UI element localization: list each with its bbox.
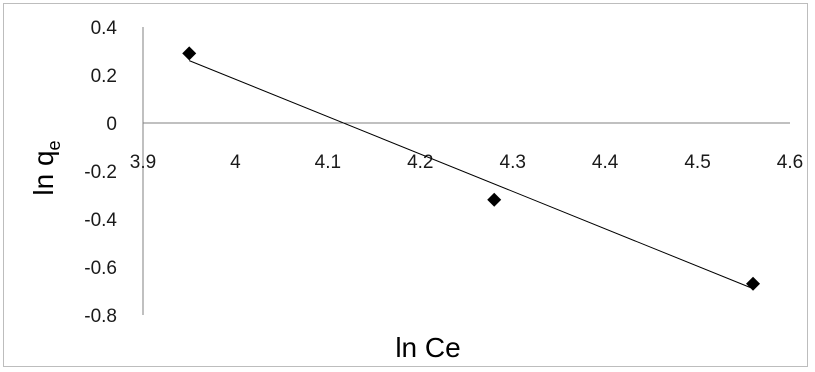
x-tick-label: 4.2: [407, 152, 433, 173]
x-tick-label: 4.5: [684, 152, 710, 173]
x-tick-label: 3.9: [130, 152, 156, 173]
y-tick-label: 0: [106, 114, 117, 135]
x-axis-title: ln Ce: [395, 332, 460, 363]
y-tick-label: -0.8: [84, 306, 117, 327]
trendline-group: [189, 60, 754, 290]
data-points: [182, 46, 761, 291]
x-tick-label: 4.1: [315, 152, 341, 173]
y-axis-title: ln qe: [28, 140, 64, 195]
y-tick-label: 0.2: [91, 66, 117, 87]
y-tick-label: -0.6: [84, 258, 117, 279]
y-axis-title-subscript: e: [44, 140, 64, 150]
x-tick-label: 4.4: [592, 152, 619, 173]
y-tick-label: -0.4: [84, 210, 117, 231]
x-tick-label: 4: [230, 152, 241, 173]
y-tick-labels: 0.4 0.2 0 -0.2 -0.4 -0.6 -0.8: [84, 18, 117, 327]
x-tick-label: 4.6: [777, 152, 803, 173]
y-axis-title-main: ln q: [28, 150, 59, 195]
trendline: [189, 60, 754, 290]
axes: [142, 27, 790, 315]
data-point: [182, 46, 197, 61]
data-point: [487, 192, 502, 207]
y-tick-label: 0.4: [91, 18, 118, 39]
x-tick-labels: 3.9 4 4.1 4.2 4.3 4.4 4.5 4.6: [130, 152, 803, 173]
data-point: [746, 276, 761, 291]
y-tick-label: -0.2: [84, 162, 117, 183]
chart-frame: [3, 3, 808, 367]
x-tick-label: 4.3: [500, 152, 526, 173]
